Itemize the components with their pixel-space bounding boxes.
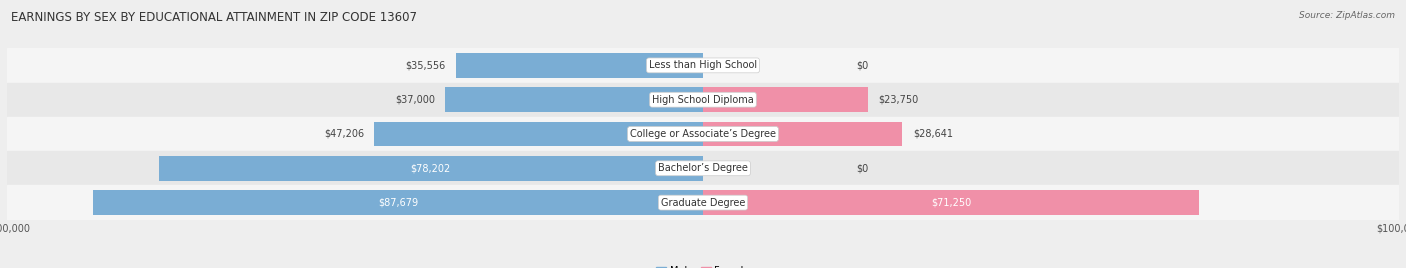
Bar — [159, 156, 703, 181]
Text: $78,202: $78,202 — [411, 163, 451, 173]
Text: College or Associate’s Degree: College or Associate’s Degree — [630, 129, 776, 139]
Bar — [7, 185, 1399, 220]
Text: $35,556: $35,556 — [405, 60, 446, 70]
Bar — [7, 117, 1399, 151]
Legend: Male, Female: Male, Female — [652, 262, 754, 268]
Text: $47,206: $47,206 — [323, 129, 364, 139]
Bar — [703, 87, 869, 112]
Bar — [703, 122, 903, 146]
Text: $0: $0 — [856, 163, 869, 173]
Bar — [703, 190, 1199, 215]
Text: $0: $0 — [856, 60, 869, 70]
Bar — [374, 122, 703, 146]
Bar — [446, 87, 703, 112]
Bar — [7, 83, 1399, 117]
Text: Less than High School: Less than High School — [650, 60, 756, 70]
Bar — [456, 53, 703, 78]
Bar — [7, 151, 1399, 185]
Text: Source: ZipAtlas.com: Source: ZipAtlas.com — [1299, 11, 1395, 20]
Bar — [7, 48, 1399, 83]
Text: $71,250: $71,250 — [931, 198, 972, 208]
Bar — [93, 190, 703, 215]
Text: $28,641: $28,641 — [912, 129, 953, 139]
Text: $23,750: $23,750 — [879, 95, 920, 105]
Text: High School Diploma: High School Diploma — [652, 95, 754, 105]
Text: $37,000: $37,000 — [395, 95, 434, 105]
Text: $87,679: $87,679 — [378, 198, 418, 208]
Text: EARNINGS BY SEX BY EDUCATIONAL ATTAINMENT IN ZIP CODE 13607: EARNINGS BY SEX BY EDUCATIONAL ATTAINMEN… — [11, 11, 418, 24]
Text: Bachelor’s Degree: Bachelor’s Degree — [658, 163, 748, 173]
Text: Graduate Degree: Graduate Degree — [661, 198, 745, 208]
